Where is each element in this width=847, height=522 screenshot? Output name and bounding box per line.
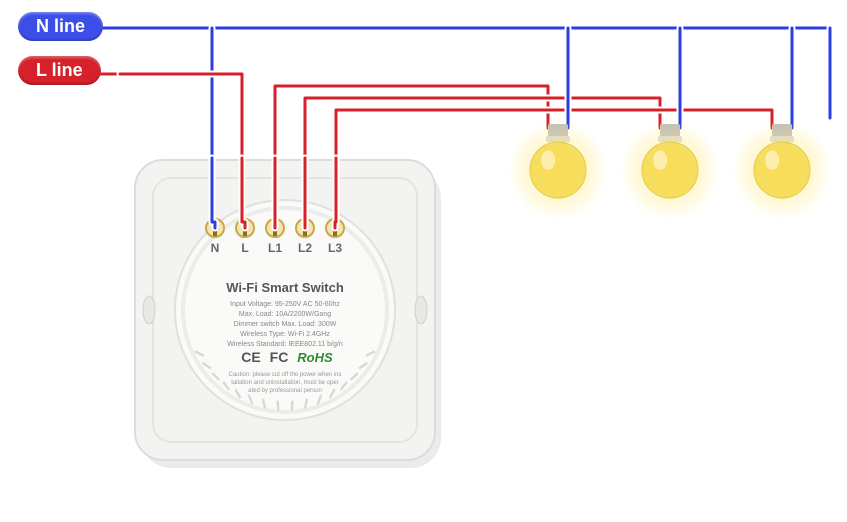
spec-line: Input Voltage: 95-250V AC 50-60hz <box>230 301 340 308</box>
spec-line: Dimmer switch Max. Load: 300W <box>234 321 337 328</box>
ce-mark: CE <box>241 349 260 365</box>
terminal-label-l3: L3 <box>328 241 342 255</box>
spec-line: Wireless Standard: IEEE802.11 b/g/n <box>227 341 343 348</box>
fc-mark: FC <box>270 349 289 365</box>
caution-text: tallation and uninstallation, must be op… <box>231 380 338 386</box>
terminal-label-l1: L1 <box>268 241 282 255</box>
bulb-2 <box>620 120 721 221</box>
spec-line: Wireless Type: Wi-Fi 2.4GHz <box>240 331 330 338</box>
rohs-mark: RoHS <box>297 350 333 365</box>
bulb-1 <box>508 120 609 221</box>
caution-text: ated by professional person <box>248 388 322 394</box>
switch-title: Wi-Fi Smart Switch <box>226 280 344 295</box>
caution-text: Caution: please cut off the power when i… <box>229 372 342 378</box>
n-line-label: N line <box>18 12 103 41</box>
wifi-smart-switch: N L L1 L2 L3 Wi-Fi Smart Switch Input Voltage:… <box>135 160 441 468</box>
spec-line: Max. Load: 10A/2200W/Gang <box>239 311 331 318</box>
l-line-label: L line <box>18 56 101 85</box>
terminal-label-l2: L2 <box>298 241 312 255</box>
bulb-3 <box>732 120 833 221</box>
terminal-label-l: L <box>241 241 248 255</box>
terminal-label-n: N <box>211 241 220 255</box>
